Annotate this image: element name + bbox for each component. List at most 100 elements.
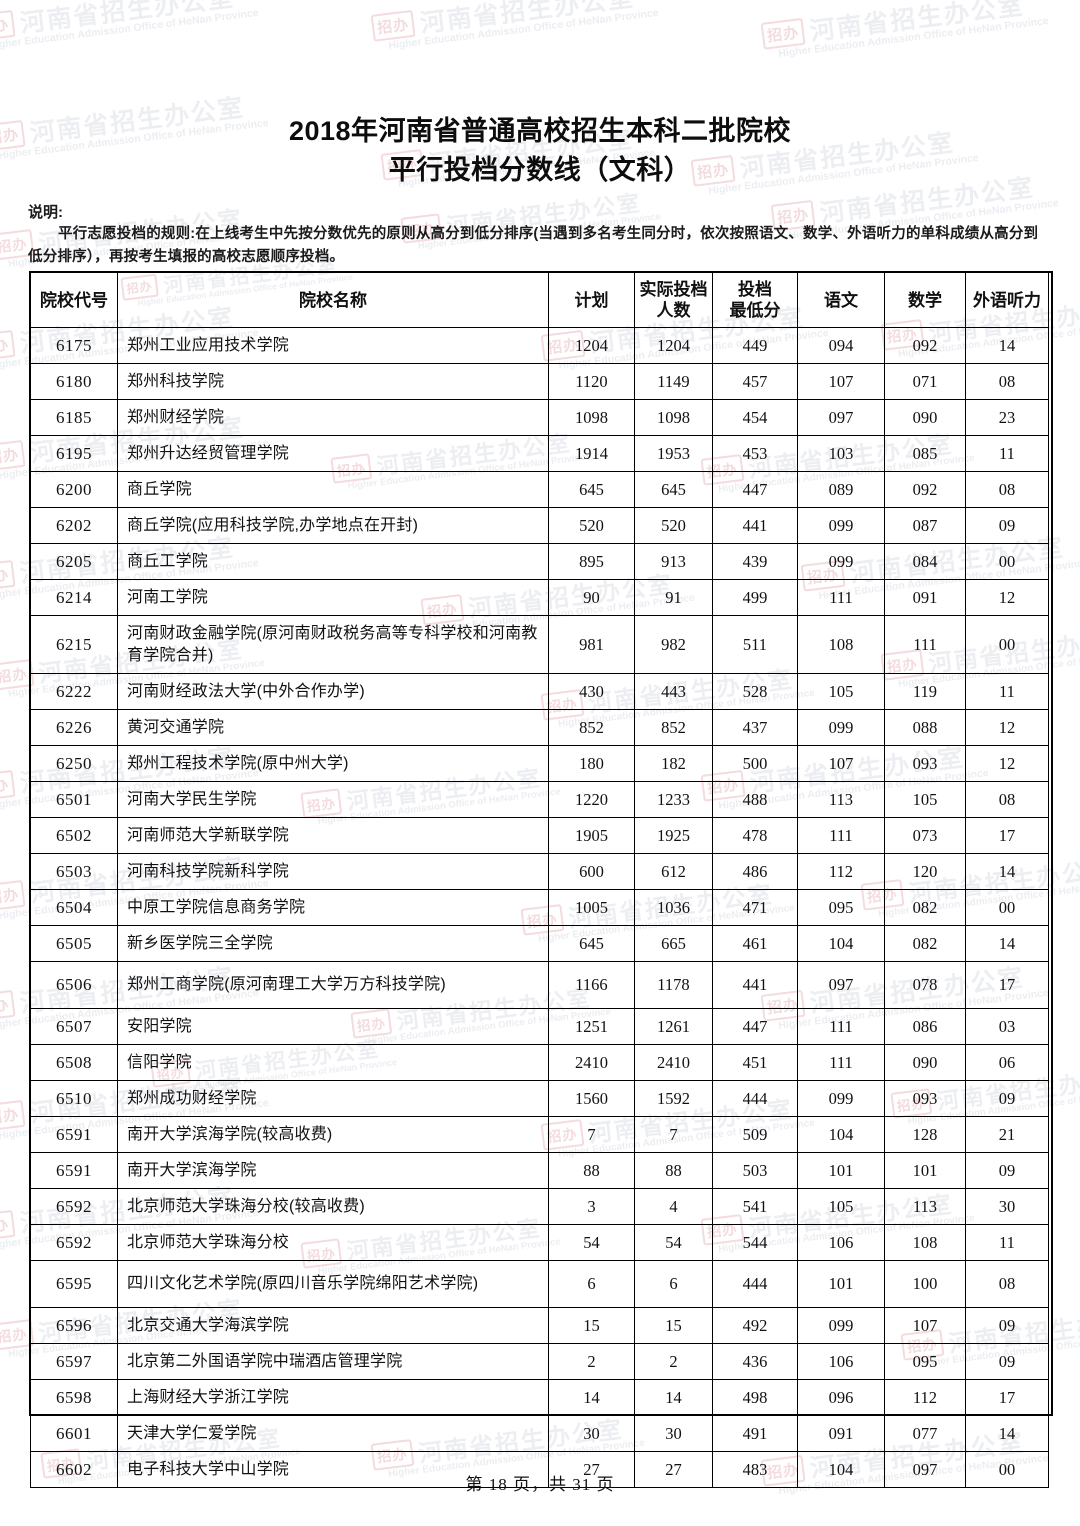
cell-math: 088 [884,709,966,746]
cell-min-score: 486 [712,853,798,890]
cell-actual: 2 [634,1343,713,1380]
note-block: 说明: 平行志愿投档的规则:在上线考生中先按分数优先的原则从高分到低分排序(当遇… [28,202,1052,269]
cell-min-score: 492 [712,1307,798,1344]
cell-english: 12 [965,709,1049,746]
cell-plan: 1098 [548,399,635,436]
cell-min-score: 478 [712,817,798,854]
cell-name: 安阳学院 [117,1008,549,1045]
cell-name: 河南科技学院新科学院 [117,853,549,890]
cell-actual: 14 [634,1379,713,1416]
cell-name: 北京第二外国语学院中瑞酒店管理学院 [117,1343,549,1380]
cell-english: 17 [965,1379,1049,1416]
cell-code: 6591 [30,1116,118,1153]
cell-english: 03 [965,1008,1049,1045]
header-actual: 实际投档 人数 [634,272,713,328]
cell-english: 08 [965,781,1049,818]
title-line-2: 平行投档分数线（文科） [388,155,692,185]
cell-actual: 6 [634,1260,713,1308]
cell-english: 21 [965,1116,1049,1153]
cell-code: 6510 [30,1080,118,1117]
cell-plan: 6 [548,1260,635,1308]
score-table: 院校代号 院校名称 计划 实际投档 人数 投档 最低分 语文 数学 外语听力 6… [30,272,1049,1488]
cell-actual: 1204 [634,327,713,364]
table-header: 院校代号 院校名称 计划 实际投档 人数 投档 最低分 语文 数学 外语听力 [30,272,1049,328]
cell-english: 09 [965,1152,1049,1189]
cell-actual: 520 [634,507,713,544]
cell-min-score: 437 [712,709,798,746]
table-row: 6601 天津大学仁爱学院 30 30 491 091 077 14 [30,1415,1049,1452]
page-title: 2018年河南省普通高校招生本科二批院校 平行投档分数线（文科） [0,112,1080,190]
cell-name: 郑州工业应用技术学院 [117,327,549,364]
cell-name: 河南财政金融学院(原河南财政税务高等专科学校和河南教育学院合并) [117,615,549,674]
cell-min-score: 457 [712,363,798,400]
cell-min-score: 441 [712,507,798,544]
cell-english: 14 [965,327,1049,364]
cell-english: 09 [965,507,1049,544]
cell-english: 12 [965,745,1049,782]
cell-actual: 54 [634,1224,713,1261]
cell-plan: 3 [548,1188,635,1225]
cell-math: 073 [884,817,966,854]
cell-code: 6195 [30,435,118,472]
cell-name: 中原工学院信息商务学院 [117,889,549,926]
cell-chinese: 104 [797,925,885,962]
table-row: 6598 上海财经大学浙江学院 14 14 498 096 112 17 [30,1379,1049,1416]
cell-code: 6592 [30,1224,118,1261]
table-row: 6507 安阳学院 1251 1261 447 111 086 03 [30,1008,1049,1045]
note-body: 平行志愿投档的规则:在上线考生中先按分数优先的原则从高分到低分排序(当遇到多名考… [28,226,1039,265]
table-row: 6250 郑州工程技术学院(原中州大学) 180 182 500 107 093 12 [30,745,1049,782]
cell-english: 00 [965,543,1049,580]
cell-code: 6601 [30,1415,118,1452]
cell-chinese: 111 [797,1044,885,1081]
table-row: 6506 郑州工商学院(原河南理工大学万方科技学院) 1166 1178 441 097 0… [30,961,1049,1009]
cell-actual: 1233 [634,781,713,818]
cell-code: 6598 [30,1379,118,1416]
cell-name: 黄河交通学院 [117,709,549,746]
cell-math: 111 [884,615,966,674]
cell-english: 08 [965,471,1049,508]
cell-min-score: 491 [712,1415,798,1452]
cell-name: 郑州成功财经学院 [117,1080,549,1117]
table-row: 6503 河南科技学院新科学院 600 612 486 112 120 14 [30,853,1049,890]
header-chinese: 语文 [797,272,885,328]
header-code: 院校代号 [30,272,118,328]
cell-name: 郑州工程技术学院(原中州大学) [117,745,549,782]
cell-actual: 91 [634,579,713,616]
cell-chinese: 106 [797,1343,885,1380]
cell-math: 091 [884,579,966,616]
cell-plan: 1251 [548,1008,635,1045]
cell-name: 商丘学院 [117,471,549,508]
cell-plan: 54 [548,1224,635,1261]
cell-math: 090 [884,1044,966,1081]
table-row: 6504 中原工学院信息商务学院 1005 1036 471 095 082 00 [30,889,1049,926]
cell-name: 电子科技大学中山学院 [117,1451,549,1488]
cell-english: 12 [965,579,1049,616]
cell-actual: 1953 [634,435,713,472]
cell-chinese: 099 [797,507,885,544]
header-name: 院校名称 [117,272,549,328]
cell-plan: 1914 [548,435,635,472]
cell-min-score: 528 [712,673,798,710]
table-row: 6602 电子科技大学中山学院 27 27 483 104 097 00 [30,1451,1049,1488]
cell-name: 四川文化艺术学院(原四川音乐学院绵阳艺术学院) [117,1260,549,1308]
table-row: 6510 郑州成功财经学院 1560 1592 444 099 093 09 [30,1080,1049,1117]
table-body: 6175 郑州工业应用技术学院 1204 1204 449 094 092 14 6180 郑州科… [30,327,1049,1488]
cell-code: 6250 [30,745,118,782]
cell-chinese: 104 [797,1451,885,1488]
header-min-score: 投档 最低分 [712,272,798,328]
cell-plan: 430 [548,673,635,710]
table-row: 6215 河南财政金融学院(原河南财政税务高等专科学校和河南教育学院合并) 981 9… [30,615,1049,674]
note-label: 说明: [28,204,63,221]
table-row: 6596 北京交通大学海滨学院 15 15 492 099 107 09 [30,1307,1049,1344]
header-plan: 计划 [548,272,635,328]
cell-name: 郑州科技学院 [117,363,549,400]
cell-code: 6215 [30,615,118,674]
cell-code: 6200 [30,471,118,508]
header-english-listening: 外语听力 [965,272,1049,328]
cell-actual: 443 [634,673,713,710]
header-min-line2: 最低分 [729,301,781,320]
cell-chinese: 111 [797,1008,885,1045]
cell-code: 6596 [30,1307,118,1344]
cell-min-score: 483 [712,1451,798,1488]
